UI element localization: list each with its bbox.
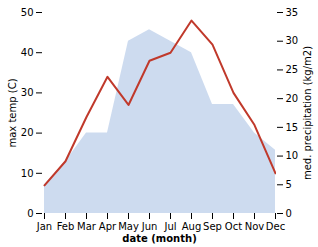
svg-text:40: 40 <box>21 47 34 58</box>
svg-text:Sep: Sep <box>203 221 222 232</box>
svg-text:Dec: Dec <box>266 221 285 232</box>
svg-text:May: May <box>118 221 139 232</box>
svg-text:med. precipitation (kg/m2): med. precipitation (kg/m2) <box>302 46 313 180</box>
svg-text:Aug: Aug <box>182 221 202 232</box>
svg-text:Feb: Feb <box>57 221 75 232</box>
svg-text:Jul: Jul <box>163 221 176 232</box>
svg-text:Apr: Apr <box>99 221 117 232</box>
svg-text:date (month): date (month) <box>122 233 196 244</box>
svg-text:Jan: Jan <box>36 221 52 232</box>
svg-text:Jun: Jun <box>141 221 158 232</box>
svg-text:0: 0 <box>286 208 292 219</box>
svg-text:Oct: Oct <box>225 221 242 232</box>
svg-text:5: 5 <box>286 179 292 190</box>
svg-text:25: 25 <box>286 64 299 75</box>
svg-text:30: 30 <box>286 35 299 46</box>
svg-text:10: 10 <box>21 168 34 179</box>
svg-text:10: 10 <box>286 150 299 161</box>
svg-text:15: 15 <box>286 122 299 133</box>
svg-text:20: 20 <box>21 127 34 138</box>
svg-text:Nov: Nov <box>245 221 265 232</box>
svg-text:30: 30 <box>21 87 34 98</box>
svg-text:35: 35 <box>286 7 299 18</box>
svg-text:Mar: Mar <box>77 221 97 232</box>
svg-text:50: 50 <box>21 7 34 18</box>
svg-text:0: 0 <box>27 208 33 219</box>
svg-text:20: 20 <box>286 93 299 104</box>
svg-text:max temp (C): max temp (C) <box>7 78 18 147</box>
